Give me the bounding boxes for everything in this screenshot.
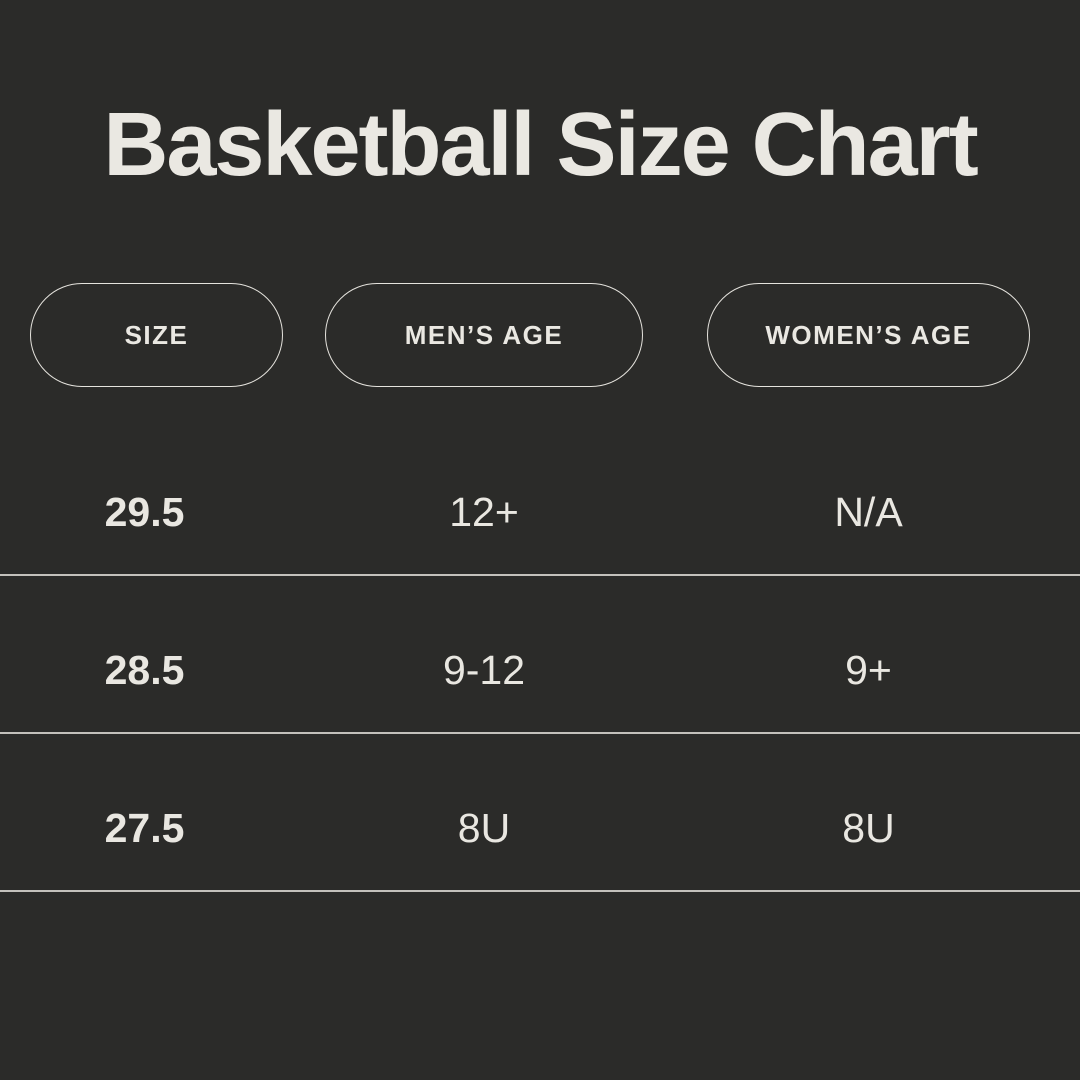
cell-size: 29.5 bbox=[104, 489, 185, 535]
header-pill-size: SIZE bbox=[30, 283, 283, 387]
header-label-mens-age: MEN’S AGE bbox=[404, 319, 564, 350]
cell-mens-age: 12+ bbox=[449, 489, 519, 535]
cell-womens-age: N/A bbox=[834, 489, 903, 535]
header-label-size: SIZE bbox=[124, 319, 189, 350]
table-header-row: SIZE MEN’S AGE WOMEN’S AGE bbox=[0, 283, 1080, 387]
table-row: 27.5 8U 8U bbox=[0, 734, 1080, 892]
cell-size: 28.5 bbox=[104, 647, 185, 693]
cell-womens-age: 9+ bbox=[845, 647, 892, 693]
header-pill-mens-age: MEN’S AGE bbox=[325, 283, 643, 387]
table-row: 28.5 9-12 9+ bbox=[0, 576, 1080, 734]
cell-mens-age: 9-12 bbox=[442, 647, 526, 693]
cell-womens-age: 8U bbox=[842, 805, 895, 851]
table-row: 29.5 12+ N/A bbox=[0, 418, 1080, 576]
cell-size: 27.5 bbox=[104, 805, 185, 851]
header-label-womens-age: WOMEN’S AGE bbox=[765, 319, 972, 350]
page-title: Basketball Size Chart bbox=[103, 95, 978, 195]
header-pill-womens-age: WOMEN’S AGE bbox=[707, 283, 1030, 387]
table-body: 29.5 12+ N/A 28.5 9-12 9+ 27.5 8U 8U bbox=[0, 418, 1080, 892]
cell-mens-age: 8U bbox=[457, 805, 511, 851]
